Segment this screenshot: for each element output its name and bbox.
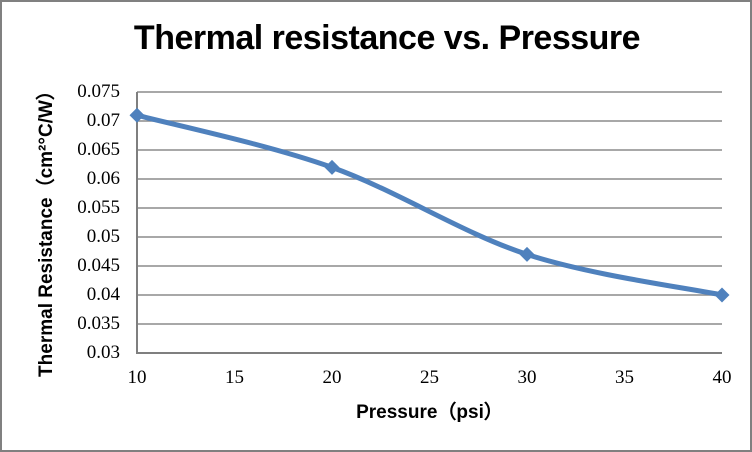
y-tick-label: 0.045 <box>77 255 120 276</box>
series-line <box>134 112 725 298</box>
y-tick-label: 0.05 <box>86 226 120 247</box>
data-point-marker <box>129 107 145 123</box>
y-tick-label: 0.04 <box>86 284 120 305</box>
x-axis-title: Pressure（psi） <box>356 402 503 423</box>
y-tick-label: 0.065 <box>77 139 120 160</box>
x-tick-label: 15 <box>225 367 244 388</box>
y-tick-label: 0.035 <box>77 313 120 334</box>
y-tick-label: 0.06 <box>86 168 120 189</box>
x-tick-label: 35 <box>615 367 634 388</box>
x-tick-label: 25 <box>420 367 439 388</box>
y-tick-label: 0.055 <box>77 197 120 218</box>
y-tick-label: 0.07 <box>86 110 120 131</box>
chart-title: Thermal resistance vs. Pressure <box>133 19 641 57</box>
y-tick-label: 0.075 <box>77 81 120 102</box>
x-tick-label: 40 <box>712 367 732 388</box>
x-tick-label: 30 <box>517 367 537 388</box>
x-tick-label: 20 <box>322 367 342 388</box>
data-point-marker <box>519 246 535 262</box>
x-tick-label: 10 <box>127 367 147 388</box>
data-point-marker <box>324 159 340 175</box>
data-point-marker <box>714 287 730 303</box>
y-tick-label: 0.03 <box>86 342 120 363</box>
